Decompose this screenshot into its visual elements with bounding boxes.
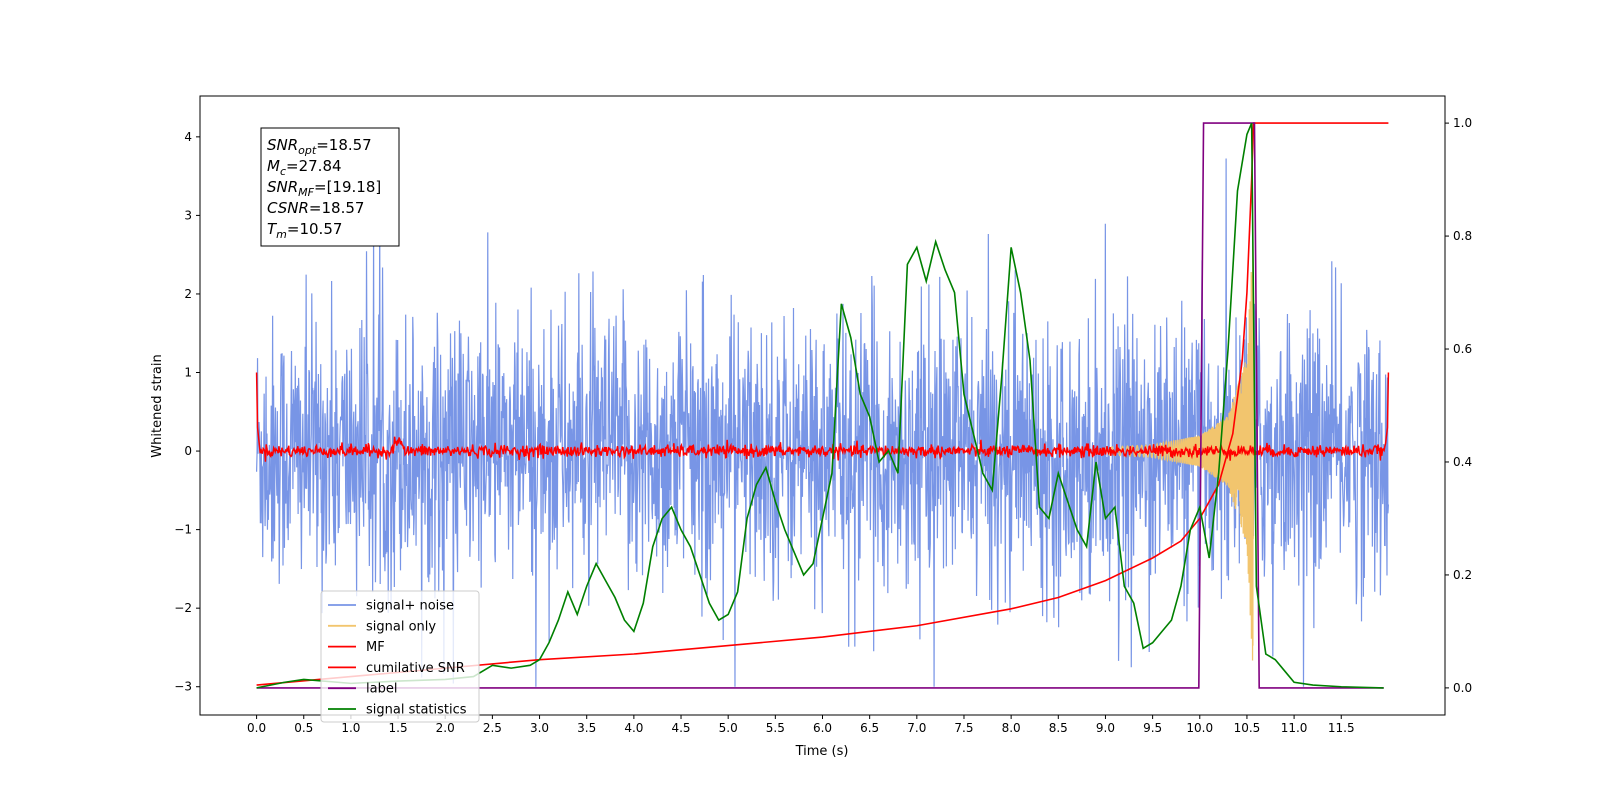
legend-label: label [366, 682, 397, 697]
y-right-tick-label: 0.0 [1453, 681, 1472, 695]
annotation-box: SNRopt=18.57Mc=27.84SNRMF=[19.18]CSNR=18… [260, 127, 400, 247]
legend-items: signal+ noise signal only MF cumilative SNR… [328, 599, 467, 718]
x-tick-label: 0.0 [247, 721, 266, 735]
y-left-tick-label: −3 [174, 680, 192, 694]
x-tick-label: 3.0 [530, 721, 549, 735]
axes-layer: 0.0 0.5 1.0 1.5 2.0 2.5 3.0 3.5 4.0 4.5 5.0 5.5 6.0 6… [174, 116, 1472, 735]
series-signal-noise-line [255, 158, 1390, 687]
legend-label: signal only [366, 619, 436, 634]
x-tick-label: 0.5 [294, 721, 313, 735]
annotation-line: Mc=27.84 [267, 157, 342, 178]
annotation-line: SNRMF=[19.18] [267, 178, 381, 199]
x-tick-label: 5.0 [719, 721, 738, 735]
annotation-line: SNRopt=18.57 [267, 136, 372, 157]
annotation-frame [260, 127, 400, 247]
x-tick-label: 5.5 [766, 721, 785, 735]
annotation-lines: SNRopt=18.57Mc=27.84SNRMF=[19.18]CSNR=18… [267, 136, 381, 241]
legend-label: signal statistics [366, 703, 467, 718]
y-left-tick-label: 4 [184, 130, 192, 144]
y-left-tick-label: −1 [174, 523, 192, 537]
x-tick-label: 11.5 [1328, 721, 1355, 735]
series-signal-statistics-line [256, 122, 1384, 689]
x-tick-label: 7.5 [954, 721, 973, 735]
legend-label: cumilative SNR [366, 661, 465, 676]
x-tick-label: 4.0 [624, 721, 643, 735]
legend-label: signal+ noise [366, 599, 454, 614]
x-tick-label: 8.5 [1049, 721, 1068, 735]
annotation-line: CSNR=18.57 [267, 199, 364, 217]
legend-frame [320, 590, 480, 723]
y-right-tick-label: 0.8 [1453, 229, 1472, 243]
y-right-tick-label: 1.0 [1453, 116, 1472, 130]
annotation-line: Tm=10.57 [267, 220, 342, 241]
y-left-tick-label: 2 [184, 287, 192, 301]
series-signal-only-line [1104, 235, 1255, 661]
y-right-tick-label: 0.6 [1453, 342, 1472, 356]
x-tick-label: 9.0 [1096, 721, 1115, 735]
y-axis-label: Whitened strain [150, 354, 165, 457]
x-tick-label: 7.0 [907, 721, 926, 735]
x-tick-label: 4.5 [671, 721, 690, 735]
legend-label: MF [366, 640, 385, 655]
x-tick-label: 1.0 [341, 721, 360, 735]
series-layer [255, 122, 1390, 689]
series-cumulative-snr-line [256, 122, 1389, 686]
y-right-tick-label: 0.2 [1453, 568, 1472, 582]
series-mf-line [255, 372, 1390, 462]
y-left-tick-label: 3 [184, 208, 192, 222]
y-left-tick-label: −2 [174, 601, 192, 615]
x-tick-label: 8.0 [1002, 721, 1021, 735]
x-tick-label: 10.5 [1234, 721, 1261, 735]
x-axis-label: Time (s) [795, 744, 849, 759]
x-tick-label: 2.0 [436, 721, 455, 735]
x-tick-label: 6.0 [813, 721, 832, 735]
x-tick-label: 2.5 [483, 721, 502, 735]
x-tick-label: 6.5 [860, 721, 879, 735]
series-label-line [256, 122, 1384, 689]
y-left-tick-label: 0 [184, 444, 192, 458]
y-right-tick-label: 0.4 [1453, 455, 1472, 469]
x-tick-label: 9.5 [1143, 721, 1162, 735]
x-tick-label: 10.0 [1186, 721, 1213, 735]
y-left-tick-label: 1 [184, 366, 192, 380]
x-tick-label: 1.5 [389, 721, 408, 735]
x-tick-label: 11.0 [1281, 721, 1308, 735]
x-tick-label: 3.5 [577, 721, 596, 735]
legend: signal+ noise signal only MF cumilative SNR… [320, 590, 480, 723]
